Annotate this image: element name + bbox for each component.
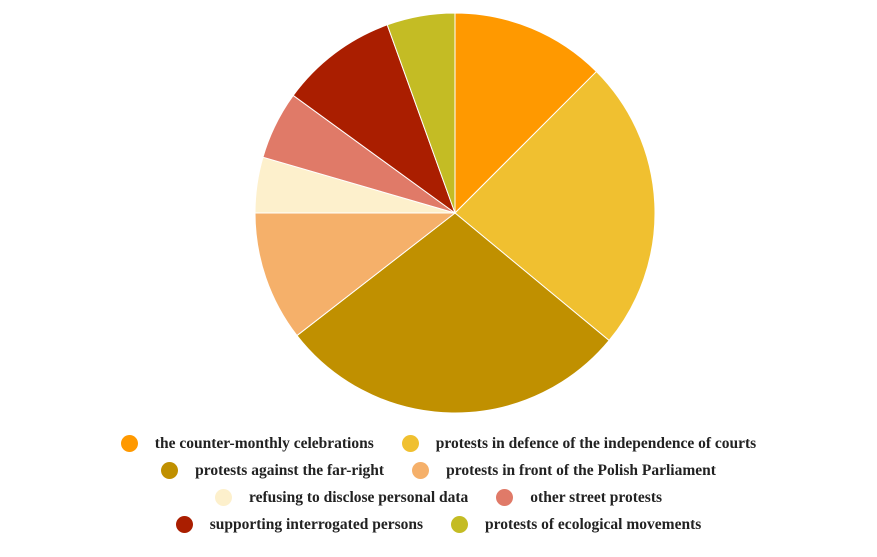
legend-label: protests of ecological movements bbox=[485, 515, 702, 533]
legend-swatch bbox=[161, 462, 179, 479]
legend-swatch bbox=[412, 462, 430, 479]
legend-row: supporting interrogated persons protests … bbox=[0, 511, 877, 538]
legend-label: protests in defence of the independence … bbox=[435, 434, 757, 452]
legend-swatch bbox=[214, 489, 232, 506]
legend-swatch bbox=[120, 435, 138, 452]
legend-label: protests against the far-right bbox=[195, 461, 385, 479]
chart-legend: the counter-monthly celebrations protests… bbox=[0, 430, 877, 538]
pie-slice-6 bbox=[292, 24, 457, 215]
legend-label: refusing to disclose personal data bbox=[248, 488, 469, 506]
legend-row: refusing to disclose personal data other … bbox=[0, 484, 877, 511]
legend-item: refusing to disclose personal data bbox=[214, 488, 469, 507]
legend-item: protests in front of the Polish Parliame… bbox=[412, 462, 716, 480]
pie-slice-1 bbox=[454, 70, 656, 342]
legend-item: protests in defence of the independence … bbox=[401, 434, 757, 453]
legend-swatch bbox=[496, 489, 514, 506]
legend-swatch bbox=[175, 516, 193, 533]
legend-item: the counter-monthly celebrations bbox=[120, 434, 374, 453]
legend-item: supporting interrogated persons bbox=[175, 515, 424, 534]
legend-swatch bbox=[401, 435, 419, 452]
pie-chart bbox=[254, 12, 656, 414]
legend-item: protests of ecological movements bbox=[451, 516, 701, 534]
legend-swatch bbox=[451, 516, 469, 533]
legend-label: supporting interrogated persons bbox=[209, 515, 424, 533]
pie-slice-3 bbox=[254, 212, 457, 337]
legend-label: the counter-monthly celebrations bbox=[154, 434, 374, 452]
pie-slice-0 bbox=[454, 12, 598, 215]
legend-item: protests against the far-right bbox=[161, 462, 384, 480]
legend-row: the counter-monthly celebrations protests… bbox=[0, 430, 877, 457]
legend-label: other street protests bbox=[530, 488, 663, 506]
pie-slice-2 bbox=[296, 212, 610, 414]
legend-item: other street protests bbox=[496, 489, 662, 507]
legend-label: protests in front of the Polish Parliame… bbox=[446, 461, 716, 479]
legend-row: protests against the far-right protests i… bbox=[0, 457, 877, 484]
pie-slice-7 bbox=[386, 12, 456, 214]
